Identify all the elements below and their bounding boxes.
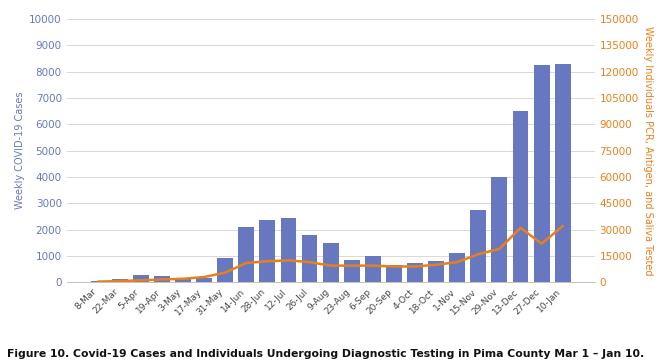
Bar: [175, 278, 191, 282]
Bar: [196, 278, 212, 282]
Y-axis label: Weekly Individuals PCR, Antigen, and Saliva Tested: Weekly Individuals PCR, Antigen, and Sal…: [643, 26, 653, 275]
Bar: [365, 256, 381, 282]
Bar: [512, 111, 528, 282]
Bar: [112, 279, 128, 282]
Bar: [428, 261, 444, 282]
Bar: [238, 227, 254, 282]
Y-axis label: Weekly COVID-19 Cases: Weekly COVID-19 Cases: [15, 92, 25, 209]
Bar: [323, 243, 339, 282]
Bar: [217, 258, 233, 282]
Bar: [281, 218, 297, 282]
Bar: [133, 275, 149, 282]
Bar: [91, 281, 106, 282]
Bar: [450, 253, 465, 282]
Bar: [407, 263, 423, 282]
Text: Figure 10. Covid-19 Cases and Individuals Undergoing Diagnostic Testing in Pima : Figure 10. Covid-19 Cases and Individual…: [7, 349, 644, 359]
Bar: [555, 64, 570, 282]
Bar: [492, 177, 507, 282]
Bar: [470, 210, 486, 282]
Bar: [154, 276, 170, 282]
Bar: [534, 65, 550, 282]
Bar: [344, 260, 359, 282]
Bar: [259, 221, 275, 282]
Bar: [386, 265, 402, 282]
Bar: [302, 235, 317, 282]
